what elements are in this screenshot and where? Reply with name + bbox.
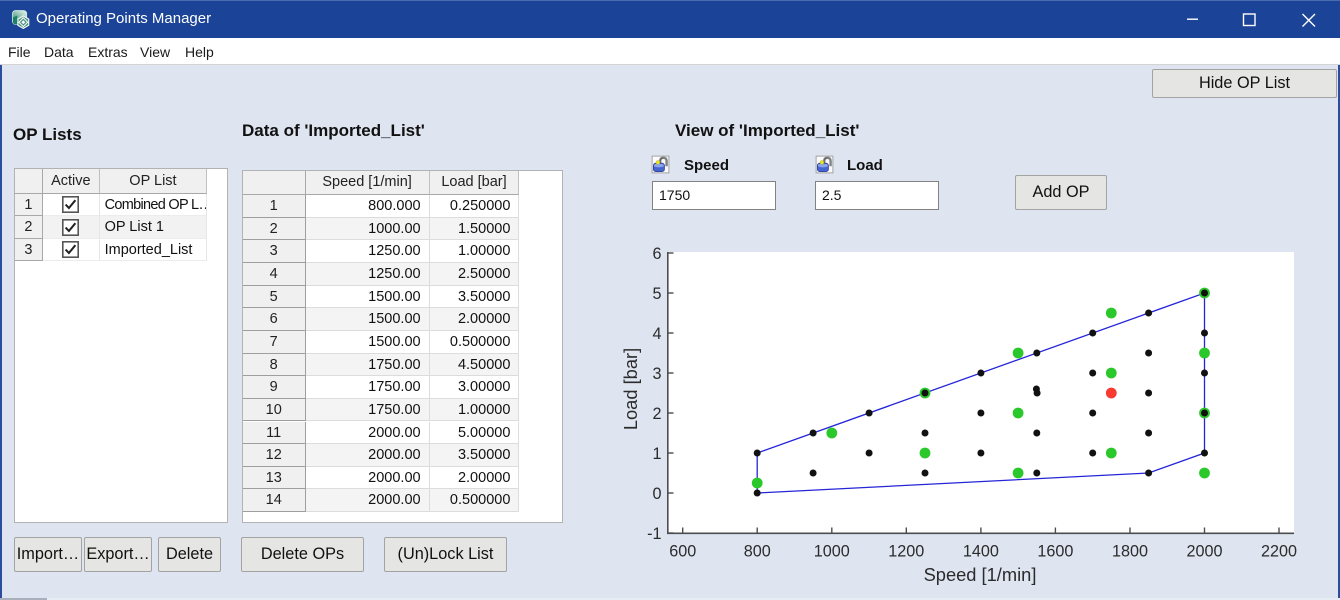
svg-text:600: 600 (669, 543, 696, 561)
svg-text:2: 2 (652, 405, 661, 423)
svg-text:Speed [1/min]: Speed [1/min] (924, 564, 1037, 585)
svg-text:0: 0 (652, 485, 661, 503)
svg-text:4: 4 (652, 325, 661, 343)
svg-text:-1: -1 (647, 525, 661, 543)
svg-text:1400: 1400 (963, 543, 999, 561)
svg-text:1: 1 (652, 445, 661, 463)
svg-text:5: 5 (652, 285, 661, 303)
svg-text:1600: 1600 (1037, 543, 1073, 561)
svg-text:1200: 1200 (888, 543, 924, 561)
svg-text:800: 800 (744, 543, 771, 561)
svg-text:1000: 1000 (814, 543, 850, 561)
svg-text:3: 3 (652, 365, 661, 383)
svg-text:6: 6 (652, 245, 661, 263)
svg-text:2000: 2000 (1186, 543, 1222, 561)
svg-text:Load [bar]: Load [bar] (620, 348, 641, 430)
svg-text:2200: 2200 (1261, 543, 1297, 561)
svg-text:1800: 1800 (1112, 543, 1148, 561)
